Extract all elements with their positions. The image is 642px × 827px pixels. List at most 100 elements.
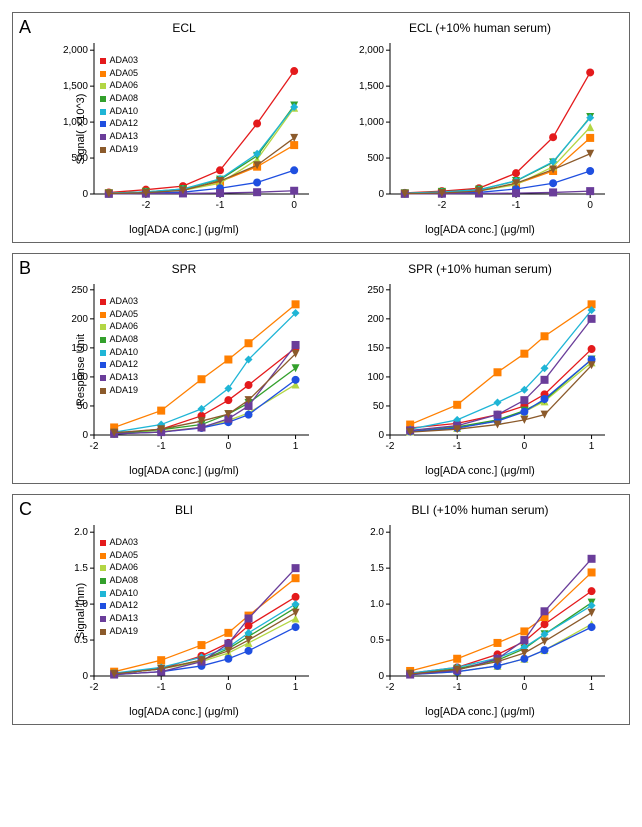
legend-marker-icon: [100, 96, 106, 102]
legend-marker-icon: [100, 337, 106, 343]
legend-marker-icon: [100, 121, 106, 127]
legend-item: ADA13: [100, 131, 139, 143]
legend-item: ADA03: [100, 537, 139, 549]
legend-label: ADA08: [110, 575, 139, 587]
legend-label: ADA08: [110, 334, 139, 346]
legend-marker-icon: [100, 109, 106, 115]
svg-text:2,000: 2,000: [62, 45, 87, 56]
legend-item: ADA03: [100, 55, 139, 67]
legend-marker-icon: [100, 83, 106, 89]
chart-svg: 050100150200250-2-101: [348, 278, 613, 463]
chart-svg: 05001,0001,5002,000-2-10: [348, 37, 613, 222]
legend-item: ADA08: [100, 93, 139, 105]
svg-text:1: 1: [292, 682, 298, 693]
panel-B: BResponse UnitSPR050100150200250-2-101 A…: [12, 253, 630, 484]
x-axis-label: log[ADA conc.] (μg/ml): [425, 706, 535, 718]
legend-label: ADA12: [110, 359, 139, 371]
legend-marker-icon: [100, 603, 106, 609]
svg-text:0: 0: [82, 189, 88, 200]
legend-item: ADA13: [100, 613, 139, 625]
legend-label: ADA10: [110, 347, 139, 359]
svg-text:200: 200: [71, 314, 88, 325]
legend-label: ADA19: [110, 626, 139, 638]
chart-svg: 00.51.01.52.0-2-101: [52, 519, 317, 704]
svg-text:0.5: 0.5: [370, 635, 384, 646]
svg-text:500: 500: [71, 153, 88, 164]
legend-item: ADA06: [100, 562, 139, 574]
chart-wrap: ECL (+10% human serum)05001,0001,5002,00…: [337, 21, 623, 236]
figure-root: ASignal( ×10^3)ECL05001,0001,5002,000-2-…: [12, 12, 630, 725]
svg-text:1: 1: [292, 441, 298, 452]
chart-title: BLI (+10% human serum): [411, 503, 548, 517]
plot-area: 00.51.01.52.0-2-101: [348, 519, 613, 704]
svg-text:50: 50: [372, 401, 384, 412]
svg-text:1,500: 1,500: [358, 81, 383, 92]
plot-area: 05001,0001,5002,000-2-10: [348, 37, 613, 222]
legend-marker-icon: [100, 299, 106, 305]
svg-text:1,500: 1,500: [62, 81, 87, 92]
legend-label: ADA13: [110, 131, 139, 143]
legend-marker-icon: [100, 134, 106, 140]
svg-text:0: 0: [521, 682, 527, 693]
x-axis-label: log[ADA conc.] (μg/ml): [129, 706, 239, 718]
svg-text:500: 500: [367, 153, 384, 164]
svg-text:0: 0: [587, 200, 593, 211]
legend-label: ADA19: [110, 385, 139, 397]
svg-text:-2: -2: [385, 682, 394, 693]
legend-marker-icon: [100, 312, 106, 318]
legend-marker-icon: [100, 324, 106, 330]
chart-title: SPR (+10% human serum): [408, 262, 552, 276]
legend-item: ADA06: [100, 80, 139, 92]
chart-title: BLI: [175, 503, 193, 517]
chart-svg: 050100150200250-2-101: [52, 278, 317, 463]
legend-item: ADA05: [100, 68, 139, 80]
svg-text:1.5: 1.5: [74, 563, 88, 574]
svg-text:0: 0: [291, 200, 297, 211]
chart-wrap: Signal( ×10^3)ECL05001,0001,5002,000-2-1…: [41, 21, 327, 236]
legend-label: ADA06: [110, 321, 139, 333]
plot-area: 00.51.01.52.0-2-101 ADA03 ADA05 ADA06 AD…: [52, 519, 317, 704]
svg-text:0: 0: [82, 671, 88, 682]
svg-text:2.0: 2.0: [370, 527, 384, 538]
legend-label: ADA06: [110, 562, 139, 574]
legend-label: ADA08: [110, 93, 139, 105]
svg-text:1.5: 1.5: [370, 563, 384, 574]
legend-marker-icon: [100, 578, 106, 584]
chart-svg: 0 500 1,000 1,500 2,000 -2 -1 0: [52, 37, 317, 222]
legend-marker-icon: [100, 147, 106, 153]
svg-text:250: 250: [71, 285, 88, 296]
legend-label: ADA19: [110, 144, 139, 156]
chart-wrap: SPR (+10% human serum)050100150200250-2-…: [337, 262, 623, 477]
legend-label: ADA03: [110, 55, 139, 67]
svg-text:200: 200: [367, 314, 384, 325]
svg-text:100: 100: [367, 372, 384, 383]
svg-text:0: 0: [225, 682, 231, 693]
svg-text:1,000: 1,000: [358, 117, 383, 128]
legend-label: ADA03: [110, 537, 139, 549]
svg-text:-2: -2: [437, 200, 446, 211]
chart-wrap: Response UnitSPR050100150200250-2-101 AD…: [41, 262, 327, 477]
legend-marker-icon: [100, 591, 106, 597]
legend-marker-icon: [100, 540, 106, 546]
legend: ADA03 ADA05 ADA06 ADA08 ADA10 ADA12 ADA1…: [100, 296, 139, 398]
svg-text:-1: -1: [156, 682, 165, 693]
legend-item: ADA19: [100, 385, 139, 397]
legend-item: ADA10: [100, 588, 139, 600]
chart-title: ECL: [172, 21, 195, 35]
svg-text:-1: -1: [215, 200, 224, 211]
legend-marker-icon: [100, 553, 106, 559]
legend-label: ADA12: [110, 600, 139, 612]
svg-text:1.0: 1.0: [74, 599, 88, 610]
panel-C: CSignal (nm)BLI00.51.01.52.0-2-101 ADA03…: [12, 494, 630, 725]
svg-text:0: 0: [378, 671, 384, 682]
legend-marker-icon: [100, 388, 106, 394]
svg-text:100: 100: [71, 372, 88, 383]
svg-text:-2: -2: [141, 200, 150, 211]
svg-text:-2: -2: [385, 441, 394, 452]
chart-wrap: Signal (nm)BLI00.51.01.52.0-2-101 ADA03 …: [41, 503, 327, 718]
svg-text:1,000: 1,000: [62, 117, 87, 128]
svg-text:-1: -1: [452, 441, 461, 452]
legend-item: ADA19: [100, 626, 139, 638]
legend-item: ADA08: [100, 575, 139, 587]
svg-text:-1: -1: [452, 682, 461, 693]
